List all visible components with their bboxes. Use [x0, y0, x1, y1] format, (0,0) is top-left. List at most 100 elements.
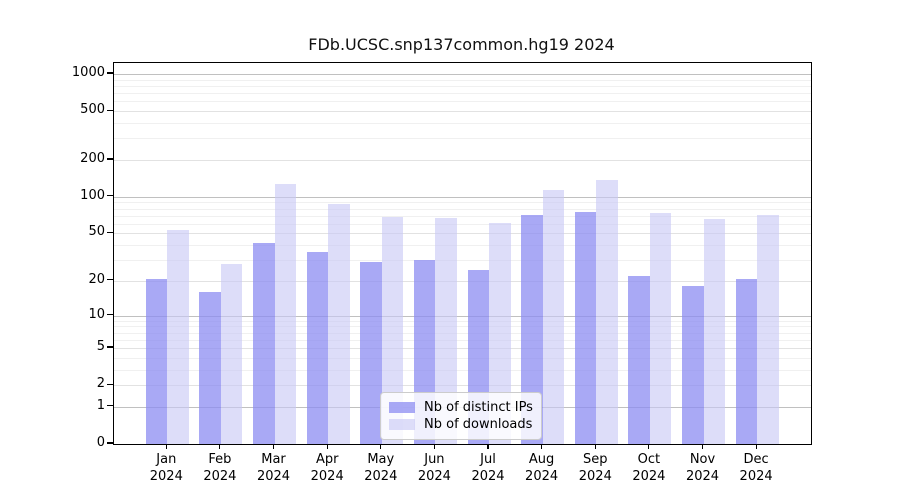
- gridline-600: [114, 101, 811, 103]
- gridline-80: [114, 208, 811, 210]
- x-tick-label-oct: Oct 2024: [632, 452, 666, 484]
- y-tick-label-1: 1: [96, 397, 105, 413]
- y-tick-label-20: 20: [88, 271, 105, 287]
- bar-downloads-mar: [274, 183, 296, 444]
- plot-area: Nb of distinct IPs Nb of downloads: [113, 62, 812, 445]
- chart-title: FDb.UCSC.snp137common.hg19 2024: [308, 35, 615, 54]
- x-tick-label-jan: Jan 2024: [149, 452, 183, 484]
- bar-ips-aug: [521, 215, 543, 444]
- y-tick-label-10: 10: [88, 306, 105, 322]
- x-tick-mark-oct: [648, 444, 650, 450]
- bar-downloads-dec: [757, 215, 779, 444]
- bar-ips-sep: [574, 212, 597, 444]
- gridline-5: [114, 348, 811, 349]
- x-tick-mark-jun: [433, 444, 435, 450]
- y-tick-label-50: 50: [88, 224, 105, 240]
- bar-ips-may: [360, 261, 382, 444]
- bar-downloads-jan: [167, 230, 189, 444]
- bar-downloads-apr: [328, 204, 350, 444]
- y-tick-mark-2: [107, 383, 113, 385]
- legend-row-ips: Nb of distinct IPs: [389, 399, 533, 416]
- y-tick-label-2: 2: [96, 376, 105, 392]
- x-tick-mark-mar: [272, 444, 275, 450]
- legend-swatch-downloads: [389, 419, 415, 430]
- y-tick-mark-200: [107, 158, 113, 160]
- gridline-400: [114, 123, 811, 124]
- x-tick-mark-dec: [755, 444, 757, 450]
- y-tick-label-0: 0: [96, 435, 105, 450]
- gridline-10: [114, 315, 811, 317]
- x-tick-label-feb: Feb 2024: [203, 452, 237, 484]
- gridline-1000: [114, 74, 811, 75]
- x-tick-label-sep: Sep 2024: [578, 452, 612, 484]
- y-tick-mark-1: [107, 405, 113, 407]
- gridline-7: [114, 332, 811, 334]
- bar-downloads-may: [381, 217, 404, 444]
- gridline-4: [114, 357, 811, 359]
- gridline-8: [114, 326, 811, 328]
- gridline-3: [114, 369, 811, 371]
- gridline-50: [114, 233, 811, 235]
- y-tick-mark-20: [107, 279, 113, 281]
- x-tick-mark-may: [380, 444, 382, 450]
- bar-ips-dec: [735, 278, 758, 444]
- y-tick-mark-500: [107, 109, 113, 111]
- bar-ips-jan: [145, 278, 168, 444]
- y-tick-mark-10: [107, 314, 113, 316]
- x-tick-label-mar: Mar 2024: [256, 452, 291, 484]
- legend-label-ips: Nb of distinct IPs: [424, 400, 533, 415]
- gridline-300: [114, 138, 811, 140]
- y-tick-mark-1000: [107, 72, 113, 74]
- gridline-500: [114, 111, 811, 113]
- bar-downloads-oct: [649, 212, 672, 444]
- bar-downloads-feb: [220, 263, 243, 444]
- y-tick-mark-5: [107, 346, 113, 348]
- x-tick-mark-sep: [594, 444, 596, 450]
- x-tick-label-may: May 2024: [364, 452, 398, 484]
- gridline-100: [114, 196, 811, 198]
- bar-ips-apr: [306, 252, 329, 444]
- gridline-60: [114, 223, 811, 225]
- legend: Nb of distinct IPs Nb of downloads: [380, 392, 542, 440]
- gridline-800: [114, 85, 811, 87]
- gridline-30: [114, 260, 811, 262]
- x-tick-mark-nov: [701, 444, 704, 450]
- bar-downloads-jun: [435, 218, 457, 444]
- x-tick-label-apr: Apr 2024: [310, 452, 344, 484]
- gridline-70: [114, 215, 811, 217]
- gridline-200: [114, 160, 811, 161]
- legend-label-downloads: Nb of downloads: [424, 417, 533, 432]
- legend-swatch-ips: [389, 402, 415, 413]
- y-tick-mark-0: [107, 442, 113, 444]
- bar-downloads-jul: [489, 223, 511, 444]
- x-tick-mark-apr: [326, 444, 328, 450]
- y-tick-label-200: 200: [80, 151, 105, 166]
- x-tick-label-nov: Nov 2024: [685, 452, 720, 484]
- legend-row-downloads: Nb of downloads: [389, 416, 533, 433]
- x-tick-mark-jul: [487, 444, 489, 450]
- x-tick-mark-aug: [541, 444, 543, 450]
- y-tick-label-500: 500: [80, 102, 105, 118]
- y-tick-label-1000: 1000: [71, 65, 105, 80]
- gridline-900: [114, 79, 811, 81]
- bar-ips-nov: [682, 286, 704, 444]
- x-tick-label-aug: Aug 2024: [525, 452, 559, 484]
- x-tick-mark-jan: [165, 444, 167, 450]
- gridline-20: [114, 280, 811, 282]
- bar-downloads-aug: [542, 190, 565, 444]
- bar-ips-oct: [628, 276, 650, 444]
- gridline-6: [114, 339, 811, 341]
- gridline-9: [114, 320, 811, 322]
- y-tick-mark-100: [107, 195, 113, 197]
- x-tick-mark-feb: [219, 444, 221, 450]
- bar-ips-feb: [199, 292, 221, 444]
- x-tick-label-jun: Jun 2024: [417, 452, 451, 484]
- x-tick-label-dec: Dec 2024: [739, 452, 773, 484]
- gridline-700: [114, 93, 811, 95]
- y-tick-label-100: 100: [80, 187, 105, 203]
- bar-downloads-sep: [596, 179, 618, 444]
- bar-downloads-nov: [703, 218, 725, 444]
- y-tick-mark-50: [107, 231, 113, 233]
- x-tick-label-jul: Jul 2024: [471, 452, 505, 484]
